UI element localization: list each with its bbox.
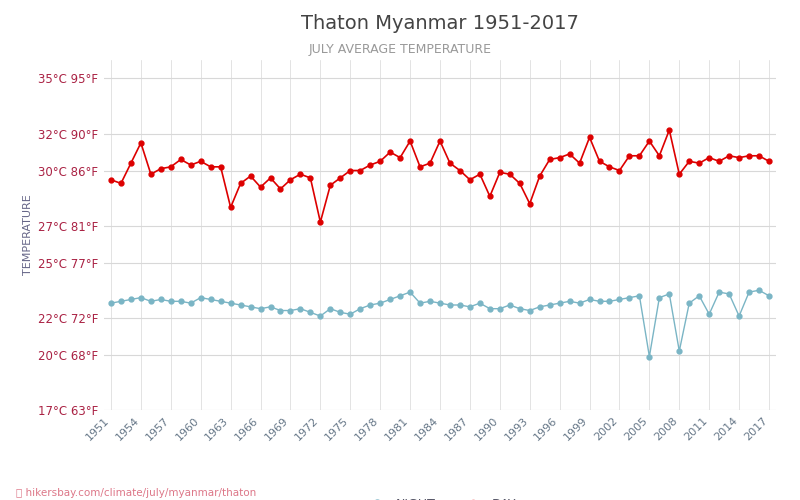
Title: Thaton Myanmar 1951-2017: Thaton Myanmar 1951-2017: [301, 14, 579, 34]
Text: 📍 hikersbay.com/climate/july/myanmar/thaton: 📍 hikersbay.com/climate/july/myanmar/tha…: [16, 488, 256, 498]
Legend: NIGHT, DAY: NIGHT, DAY: [359, 492, 521, 500]
Y-axis label: TEMPERATURE: TEMPERATURE: [22, 194, 33, 276]
Text: JULY AVERAGE TEMPERATURE: JULY AVERAGE TEMPERATURE: [309, 42, 491, 56]
